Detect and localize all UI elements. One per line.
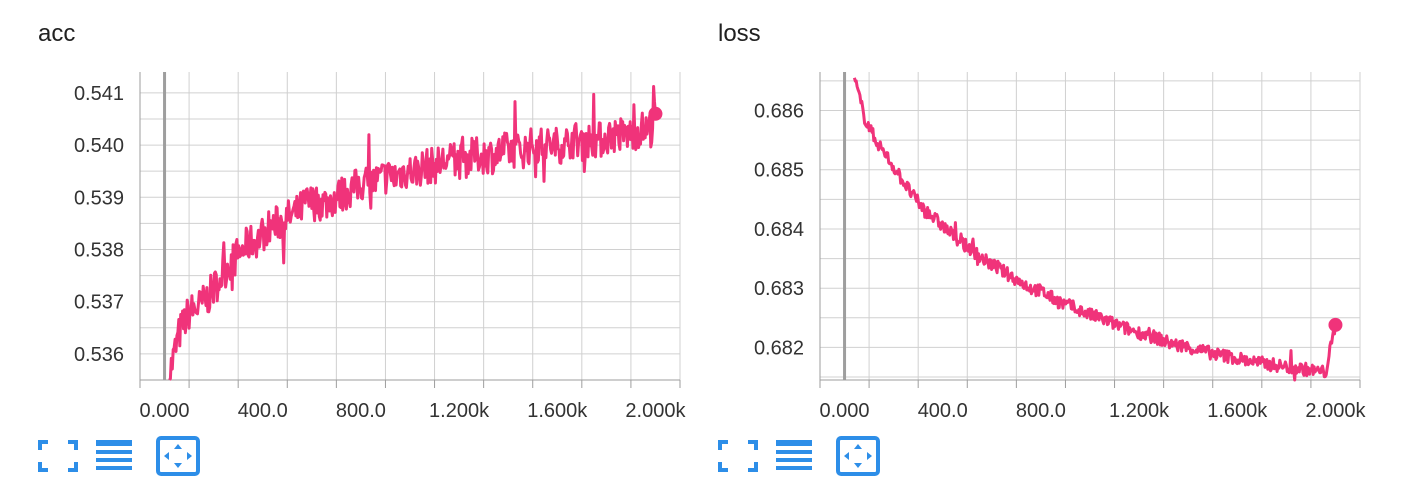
x-tick-label: 800.0 (1016, 400, 1066, 422)
loss-chart[interactable]: 0.682 0.683 0.684 0.685 0.686 0.000 400.0 800.0… (680, 60, 1380, 430)
y-tick-label: 0.684 (754, 219, 804, 241)
fullscreen-button[interactable] (716, 436, 760, 476)
fit-domain-button[interactable] (156, 436, 200, 476)
x-tick-label: 1.600k (527, 400, 588, 422)
loss-card: loss 0.682 0.683 0.684 0.685 0.686 0.000 400.0… (680, 0, 1380, 496)
log-scale-button[interactable] (94, 436, 138, 476)
y-tick-label: 0.536 (74, 344, 124, 366)
series-line (168, 85, 657, 381)
fit-domain-button[interactable] (836, 436, 880, 476)
fit-domain-icon (156, 436, 200, 476)
y-tick-label: 0.539 (74, 187, 124, 209)
y-tick-label: 0.685 (754, 160, 804, 182)
y-tick-label: 0.683 (754, 278, 804, 300)
chart-toolbar (716, 436, 896, 476)
fullscreen-icon (718, 440, 758, 472)
series-line (852, 77, 1337, 382)
x-tick-label: 1.600k (1207, 400, 1268, 422)
x-tick-label: 400.0 (238, 400, 288, 422)
fit-domain-icon (836, 436, 880, 476)
log-scale-button[interactable] (774, 436, 818, 476)
x-tick-label: 2.000k (1305, 400, 1366, 422)
chart-title: loss (718, 20, 761, 47)
chart-toolbar (36, 436, 216, 476)
acc-chart[interactable]: 0.536 0.537 0.538 0.539 0.540 0.541 0.000 400.0… (0, 60, 700, 430)
y-tick-label: 0.537 (74, 292, 124, 314)
log-scale-icon (96, 440, 132, 470)
x-tick-label: 800.0 (336, 400, 386, 422)
x-tick-label: 2.000k (625, 400, 686, 422)
y-tick-label: 0.540 (74, 135, 124, 157)
x-tick-label: 400.0 (918, 400, 968, 422)
x-tick-label: 0.000 (140, 400, 190, 422)
y-tick-label: 0.686 (754, 101, 804, 123)
x-tick-label: 1.200k (1109, 400, 1170, 422)
x-tick-label: 0.000 (820, 400, 870, 422)
acc-card: acc 0.536 0.537 0.538 0.539 0.540 0.541 0.000 4… (0, 0, 700, 496)
fullscreen-icon (38, 440, 78, 472)
y-tick-label: 0.541 (74, 83, 124, 105)
x-tick-label: 1.200k (429, 400, 490, 422)
y-tick-label: 0.538 (74, 239, 124, 261)
series-end-point (648, 106, 663, 121)
chart-title: acc (38, 20, 76, 47)
y-tick-label: 0.682 (754, 337, 804, 359)
series-end-point (1328, 317, 1343, 332)
log-scale-icon (776, 440, 812, 470)
fullscreen-button[interactable] (36, 436, 80, 476)
